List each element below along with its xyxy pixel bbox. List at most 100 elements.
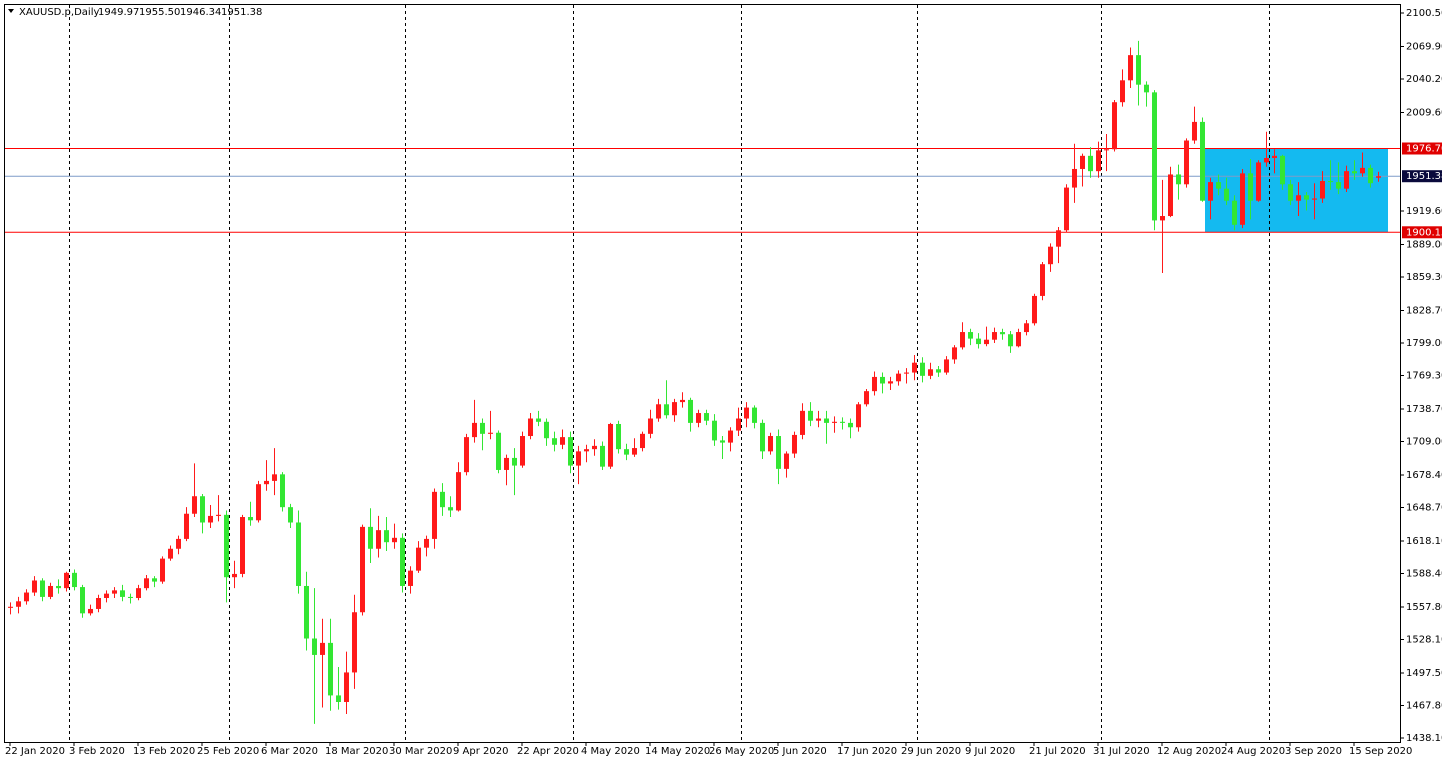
candle-body <box>136 588 141 599</box>
x-tick-label: 26 May 2020 <box>709 746 774 757</box>
candle-body <box>584 449 589 452</box>
x-tick-label: 5 Jun 2020 <box>773 746 827 757</box>
y-tick-label: 1859.30 <box>1406 272 1442 283</box>
candle-body <box>1024 323 1029 333</box>
candle-body <box>688 399 693 423</box>
candle-body <box>1088 155 1093 172</box>
candle-body <box>32 580 37 593</box>
candle-body <box>544 421 549 439</box>
candle-body <box>40 580 45 597</box>
candle-body <box>528 418 533 437</box>
candle-body <box>624 449 629 455</box>
x-tick-label: 15 Sep 2020 <box>1349 746 1412 757</box>
candle-body <box>328 642 333 696</box>
x-tick-label: 31 Jul 2020 <box>1093 746 1150 757</box>
candle-body <box>8 606 13 608</box>
candle-body <box>376 530 381 549</box>
y-tick-label: 1618.10 <box>1406 536 1442 547</box>
candle-body <box>1216 182 1221 189</box>
candle-body <box>816 418 821 421</box>
x-tick-label: 21 Jul 2020 <box>1029 746 1086 757</box>
candle-body <box>240 517 245 574</box>
candle-body <box>184 513 189 539</box>
price-level-label: 1951.38 <box>1406 171 1442 182</box>
candle-body <box>400 537 405 586</box>
candle-body <box>768 436 773 452</box>
candle-body <box>56 585 61 589</box>
candle-body <box>1136 55 1141 85</box>
candle-body <box>24 592 29 602</box>
candle-body <box>712 420 717 441</box>
candle-body <box>848 422 853 428</box>
candle-body <box>680 399 685 403</box>
candle-body <box>80 587 85 614</box>
candle-body <box>352 612 357 673</box>
candle-body <box>1368 167 1373 184</box>
candle-body <box>928 369 933 376</box>
candle-body <box>1312 198 1317 200</box>
candle-body <box>856 404 861 428</box>
candle-body <box>1016 332 1021 347</box>
candle-body <box>312 638 317 655</box>
x-tick-label: 12 Aug 2020 <box>1157 746 1221 757</box>
x-tick-label: 6 Mar 2020 <box>261 746 318 757</box>
candle-body <box>1128 55 1133 81</box>
price-level-tag <box>1402 142 1442 155</box>
candle-body <box>1272 155 1277 159</box>
menu-arrow[interactable] <box>8 9 14 13</box>
candle-body <box>1376 176 1381 178</box>
candle-body <box>936 369 941 373</box>
candle-body <box>104 593 109 599</box>
candle-body <box>1280 155 1285 185</box>
x-tick-label: 18 Mar 2020 <box>325 746 388 757</box>
candle-body <box>248 517 253 521</box>
candle-body <box>1336 182 1341 189</box>
candle-body <box>432 491 437 539</box>
candle-body <box>224 514 229 578</box>
candle-body <box>960 332 965 348</box>
x-tick-label: 3 Sep 2020 <box>1285 746 1342 757</box>
candle-body <box>200 496 205 523</box>
price-level-tag <box>1402 226 1442 239</box>
candle-body <box>752 407 757 423</box>
price-level-label: 1976.70 <box>1406 143 1442 154</box>
candle-body <box>616 423 621 450</box>
price-level-label: 1900.15 <box>1406 227 1442 238</box>
candle-body <box>744 407 749 419</box>
candle-body <box>608 423 613 467</box>
candle-body <box>1320 181 1325 199</box>
candle-body <box>904 372 909 374</box>
x-tick-label: 25 Feb 2020 <box>197 746 259 757</box>
quote-high: 1955.50 <box>139 7 180 18</box>
candle-body <box>592 445 597 450</box>
candle-body <box>792 434 797 454</box>
candle-body <box>296 522 301 586</box>
y-tick-label: 1467.80 <box>1406 700 1442 711</box>
candle-body <box>880 376 885 384</box>
y-tick-label: 1557.80 <box>1406 602 1442 613</box>
candle-body <box>304 585 309 639</box>
candle-body <box>1152 92 1157 221</box>
candle-body <box>824 418 829 423</box>
candle-body <box>1168 174 1173 217</box>
candle-body <box>1096 150 1101 172</box>
candle-body <box>1008 334 1013 347</box>
candle-body <box>472 422 477 438</box>
candle-body <box>552 438 557 445</box>
x-tick-label: 24 Aug 2020 <box>1221 746 1285 757</box>
candle-body <box>216 514 221 516</box>
candle-body <box>272 474 277 481</box>
candle-body <box>192 496 197 514</box>
candle-body <box>1264 158 1269 163</box>
candle-body <box>512 457 517 466</box>
candle-body <box>832 421 837 423</box>
x-tick-label: 3 Feb 2020 <box>69 746 125 757</box>
candle-body <box>568 437 573 466</box>
candle-body <box>952 347 957 360</box>
candle-body <box>464 437 469 473</box>
x-tick-label: 29 Jun 2020 <box>901 746 961 757</box>
candle-body <box>1240 173 1245 225</box>
candle-body <box>888 381 893 384</box>
x-tick-label: 22 Apr 2020 <box>517 746 579 757</box>
